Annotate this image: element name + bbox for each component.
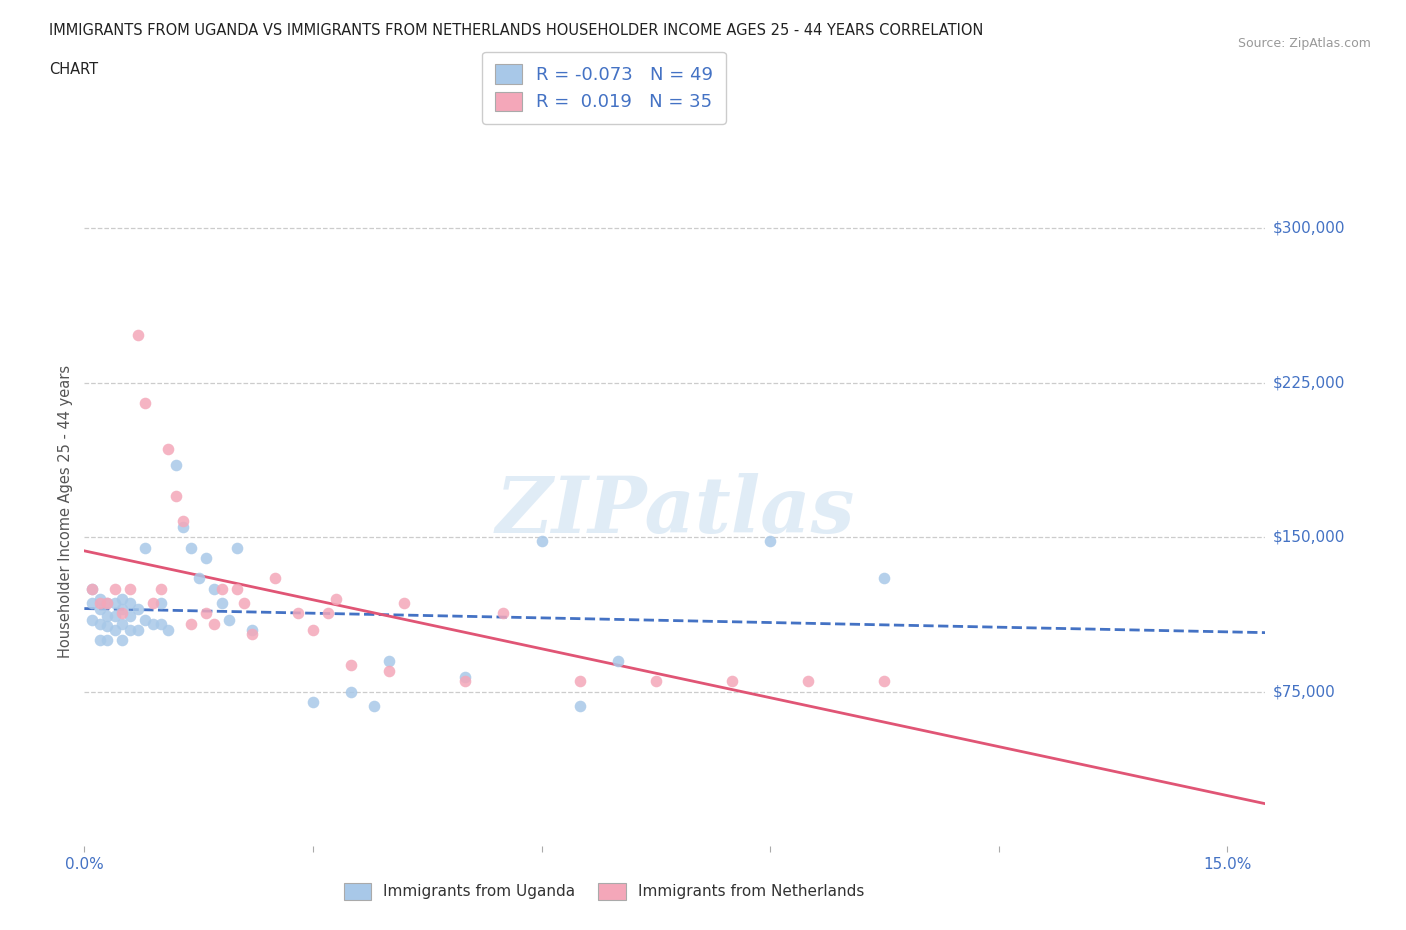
Point <box>211 596 233 611</box>
Point <box>340 658 363 672</box>
Point <box>363 698 385 713</box>
Point <box>127 602 149 617</box>
Point <box>287 606 309 621</box>
Point <box>89 632 111 647</box>
Point <box>325 591 347 606</box>
Point <box>172 520 194 535</box>
Point <box>165 488 187 503</box>
Point <box>180 540 202 555</box>
Point <box>149 617 172 631</box>
Point <box>96 632 118 647</box>
Point <box>187 571 209 586</box>
Point <box>80 596 103 611</box>
Point <box>120 581 142 596</box>
Point <box>111 617 134 631</box>
Point <box>111 632 134 647</box>
Point <box>120 608 142 623</box>
Point <box>202 581 225 596</box>
Point <box>157 441 180 456</box>
Point <box>263 571 285 586</box>
Point <box>378 654 401 669</box>
Point <box>568 698 591 713</box>
Point <box>104 596 127 611</box>
Point <box>104 622 127 637</box>
Point <box>644 674 666 689</box>
Text: $300,000: $300,000 <box>1272 220 1346 235</box>
Point <box>172 513 194 528</box>
Point <box>606 654 628 669</box>
Point <box>111 591 134 606</box>
Point <box>211 581 233 596</box>
Point <box>120 622 142 637</box>
Text: ZIPatlas: ZIPatlas <box>495 473 855 550</box>
Text: $75,000: $75,000 <box>1272 684 1336 699</box>
Point <box>394 596 416 611</box>
Point <box>149 596 172 611</box>
Point <box>316 606 339 621</box>
Point <box>240 627 263 642</box>
Point <box>340 684 363 699</box>
Text: IMMIGRANTS FROM UGANDA VS IMMIGRANTS FROM NETHERLANDS HOUSEHOLDER INCOME AGES 25: IMMIGRANTS FROM UGANDA VS IMMIGRANTS FRO… <box>49 23 984 38</box>
Point <box>240 622 263 637</box>
Point <box>142 596 165 611</box>
Point <box>157 622 180 637</box>
Point <box>134 540 156 555</box>
Point <box>104 581 127 596</box>
Y-axis label: Householder Income Ages 25 - 44 years: Householder Income Ages 25 - 44 years <box>58 365 73 658</box>
Point <box>127 328 149 343</box>
Point <box>195 551 218 565</box>
Point <box>302 695 325 710</box>
Point <box>89 596 111 611</box>
Point <box>568 674 591 689</box>
Point <box>134 396 156 411</box>
Point <box>96 608 118 623</box>
Legend: Immigrants from Uganda, Immigrants from Netherlands: Immigrants from Uganda, Immigrants from … <box>337 877 870 906</box>
Point <box>96 596 118 611</box>
Point <box>80 581 103 596</box>
Point <box>111 606 134 621</box>
Point <box>104 608 127 623</box>
Point <box>797 674 820 689</box>
Point <box>96 596 118 611</box>
Text: $225,000: $225,000 <box>1272 375 1344 391</box>
Point <box>120 596 142 611</box>
Point <box>89 591 111 606</box>
Point <box>378 664 401 679</box>
Text: Source: ZipAtlas.com: Source: ZipAtlas.com <box>1237 37 1371 50</box>
Point <box>165 458 187 472</box>
Point <box>759 534 782 549</box>
Point <box>721 674 744 689</box>
Point <box>530 534 553 549</box>
Point <box>96 618 118 633</box>
Point <box>127 622 149 637</box>
Text: CHART: CHART <box>49 62 98 77</box>
Point <box>218 612 240 627</box>
Point <box>873 674 896 689</box>
Point <box>454 674 477 689</box>
Point <box>142 617 165 631</box>
Point <box>225 540 247 555</box>
Point <box>80 612 103 627</box>
Point <box>302 622 325 637</box>
Point <box>454 670 477 684</box>
Point <box>180 617 202 631</box>
Point <box>89 617 111 631</box>
Point <box>873 571 896 586</box>
Point <box>134 612 156 627</box>
Text: $150,000: $150,000 <box>1272 530 1344 545</box>
Point <box>111 602 134 617</box>
Point <box>195 606 218 621</box>
Point <box>225 581 247 596</box>
Point <box>492 606 515 621</box>
Point <box>233 596 256 611</box>
Point <box>80 581 103 596</box>
Point <box>149 581 172 596</box>
Point <box>202 617 225 631</box>
Point <box>89 602 111 617</box>
